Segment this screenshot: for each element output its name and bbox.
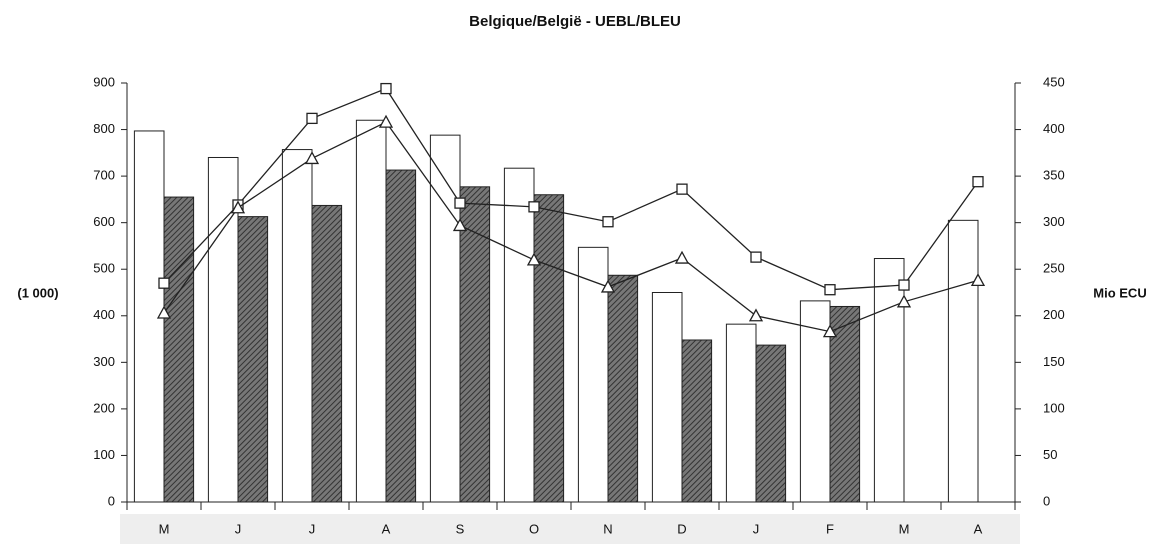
line — [163, 121, 979, 333]
bar — [681, 339, 713, 503]
y2-tick-label: 0 — [1043, 493, 1050, 508]
x-axis-band — [120, 514, 1020, 544]
x-tick-label: M — [899, 521, 910, 536]
x-tick-label: O — [529, 521, 539, 536]
marker-square — [380, 82, 392, 95]
y2-tick-label: 250 — [1043, 261, 1065, 276]
bar — [725, 323, 757, 503]
marker-triangle — [822, 324, 838, 338]
bar — [607, 274, 639, 503]
marker-square — [750, 251, 762, 263]
y-tick-label: 0 — [108, 493, 115, 508]
line — [163, 87, 979, 291]
y2-tick-label: 150 — [1043, 354, 1065, 369]
bar — [281, 149, 313, 503]
y-axis-label: (1 000) — [17, 285, 58, 300]
x-tick-label: M — [159, 521, 170, 536]
marker-triangle — [452, 218, 468, 232]
y2-tick-label: 300 — [1043, 214, 1065, 229]
bar — [385, 169, 417, 503]
y2-tick-label: 100 — [1043, 400, 1065, 415]
marker-square — [158, 277, 170, 289]
y2-tick-label: 350 — [1043, 168, 1065, 183]
marker-square — [454, 197, 466, 209]
y-tick-label: 800 — [93, 121, 115, 136]
y2-tick-label: 200 — [1043, 307, 1065, 322]
x-tick-label: S — [456, 521, 465, 536]
y2-tick-label: 400 — [1043, 121, 1065, 136]
bar — [533, 194, 565, 503]
bar — [355, 119, 387, 503]
marker-triangle — [378, 114, 394, 128]
y-tick-label: 300 — [93, 354, 115, 369]
x-tick-label: J — [753, 521, 760, 536]
x-tick-label: A — [382, 521, 391, 536]
x-tick-label: J — [235, 521, 242, 536]
bar — [651, 292, 683, 503]
marker-triangle — [600, 279, 616, 293]
x-tick-label: A — [974, 521, 983, 536]
marker-square — [306, 112, 318, 125]
bar — [503, 167, 535, 503]
marker-triangle — [970, 273, 986, 287]
marker-triangle — [674, 250, 690, 264]
marker-square — [972, 176, 984, 188]
marker-triangle — [896, 294, 912, 308]
bar — [947, 219, 979, 503]
chart-title: Belgique/België - UEBL/BLEU — [469, 13, 681, 30]
y-tick-label: 900 — [93, 74, 115, 89]
y-tick-label: 600 — [93, 214, 115, 229]
y-tick-label: 700 — [93, 168, 115, 183]
marker-triangle — [748, 308, 764, 322]
bar — [459, 186, 491, 503]
marker-triangle — [230, 200, 246, 214]
x-tick-label: D — [677, 521, 686, 536]
bar — [163, 196, 195, 503]
y-tick-label: 200 — [93, 400, 115, 415]
bar — [829, 305, 861, 503]
x-tick-label: F — [826, 521, 834, 536]
y2-tick-label: 450 — [1043, 74, 1065, 89]
bar — [311, 204, 343, 503]
marker-square — [676, 183, 688, 195]
marker-square — [898, 279, 910, 291]
marker-triangle — [526, 252, 542, 266]
marker-square — [528, 201, 540, 213]
y2-tick-label: 50 — [1043, 447, 1057, 462]
x-tick-label: N — [603, 521, 612, 536]
y-tick-label: 500 — [93, 261, 115, 276]
y2-axis-label: Mio ECU — [1093, 285, 1146, 300]
bar — [873, 258, 905, 503]
y-tick-label: 400 — [93, 307, 115, 322]
x-tick-label: J — [309, 521, 316, 536]
marker-triangle — [156, 305, 172, 319]
marker-triangle — [304, 151, 320, 165]
bar — [237, 216, 269, 503]
marker-square — [602, 216, 614, 228]
y-tick-label: 100 — [93, 447, 115, 462]
bar — [755, 344, 787, 503]
marker-square — [824, 284, 836, 296]
